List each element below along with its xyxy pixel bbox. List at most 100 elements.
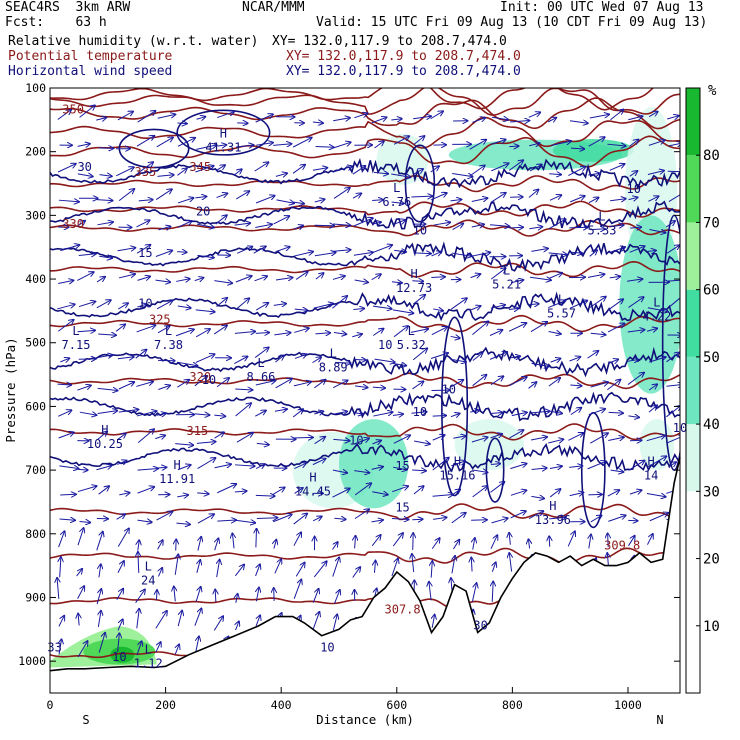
wind-vector: [412, 554, 414, 572]
wind-vector: [628, 197, 638, 199]
wind-vector: [590, 433, 608, 444]
wind-vector: [529, 227, 542, 229]
wind-vector: [77, 174, 93, 177]
wind-vector: [450, 200, 461, 201]
extremum-marker: H: [174, 458, 181, 472]
wind-vector: [217, 520, 235, 521]
wind-vector: [607, 324, 624, 333]
wind-vector: [294, 309, 307, 310]
wind-vector: [77, 528, 84, 546]
wind-vector: [590, 333, 606, 335]
wind-vector: [668, 462, 676, 468]
wind-vector: [174, 587, 176, 602]
wind-vector: [391, 518, 409, 519]
wind-vector: [118, 382, 134, 390]
x-tick-label: 800: [502, 698, 523, 712]
wind-vector: [255, 381, 276, 386]
wind-vector: [372, 306, 392, 309]
wind-vector: [490, 434, 503, 438]
wind-vector: [196, 145, 216, 150]
wind-vector: [292, 409, 303, 418]
wind-vector: [177, 306, 191, 308]
wind-vector: [667, 116, 678, 119]
wind-vector: [413, 136, 425, 145]
wind-vector: [590, 382, 608, 388]
wind-vector: [314, 380, 325, 389]
colorbar-band: [686, 88, 700, 156]
wind-vector: [371, 535, 380, 547]
wind-vector: [334, 590, 340, 604]
wind-vector: [353, 218, 372, 227]
wind-vector: [372, 492, 387, 495]
wind-vector: [96, 466, 111, 471]
wind-vector: [254, 348, 268, 358]
wind-vector: [274, 540, 276, 549]
wind-vector: [393, 467, 407, 470]
wind-vector: [335, 362, 351, 363]
wind-vector: [393, 364, 406, 366]
extremum-value: 12.73: [396, 281, 432, 295]
wind-vector: [490, 140, 505, 145]
wind-vector: [156, 590, 157, 601]
wind-vector: [332, 250, 350, 252]
wind-vector: [275, 247, 289, 253]
wind-contour: [50, 391, 680, 422]
wind-vector: [156, 301, 172, 310]
wind-vector: [490, 413, 502, 414]
wind-vector: [158, 385, 170, 390]
wind-vector: [177, 123, 186, 124]
wind-vector: [117, 248, 136, 251]
wind-vector: [60, 494, 76, 495]
wind-vector: [115, 167, 134, 177]
wind-contour: [50, 442, 680, 473]
wind-vector: [235, 389, 252, 390]
wind-vector: [275, 355, 283, 363]
wind-vector: [472, 470, 487, 472]
wind-vector: [156, 137, 173, 148]
wind-vector: [274, 333, 290, 335]
wind-vector: [646, 436, 665, 442]
wind-vector: [669, 294, 680, 308]
colorbar-band: [686, 491, 700, 693]
wind-vector: [255, 333, 269, 334]
wind-vector: [648, 405, 657, 413]
y-tick-label: 1000: [18, 654, 46, 668]
wind-vector: [413, 116, 431, 119]
wind-vector: [195, 587, 201, 602]
wind-vector: [371, 467, 383, 470]
wind-vector: [648, 196, 658, 202]
wind-vector: [471, 252, 491, 257]
extremum-value: 10.25: [87, 437, 123, 451]
wind-vector: [256, 529, 257, 548]
wind-vector: [588, 173, 599, 175]
wind-vector: [59, 519, 75, 520]
wind-vector: [648, 384, 657, 391]
wind-vector: [412, 381, 423, 390]
wind-vector: [234, 465, 255, 466]
wind-vector: [96, 532, 103, 551]
wind-vector: [333, 412, 347, 415]
wind-vector: [509, 227, 523, 228]
colorbar-band: [686, 289, 700, 357]
wind-vector: [429, 582, 431, 601]
theta-label: 315: [187, 424, 209, 438]
wind-vector: [137, 469, 158, 471]
wind-vector: [155, 251, 172, 258]
wind-vector: [237, 247, 252, 254]
wind-vector: [412, 348, 427, 361]
wind-vector: [569, 121, 588, 124]
wind-vector: [157, 540, 163, 550]
wind-vector: [136, 382, 153, 387]
wind-vector: [137, 162, 153, 174]
wind-vector: [57, 578, 59, 599]
wind-vector: [176, 540, 177, 551]
wind-vector: [195, 197, 206, 198]
wind-vector: [293, 514, 307, 525]
wind-vector: [628, 536, 634, 547]
wind-vector: [135, 590, 145, 604]
wind-vector: [528, 304, 539, 305]
wind-vector: [292, 437, 313, 438]
rh-patch: [619, 215, 680, 394]
wind-vector: [393, 220, 406, 225]
extremum-marker: H: [411, 267, 418, 281]
